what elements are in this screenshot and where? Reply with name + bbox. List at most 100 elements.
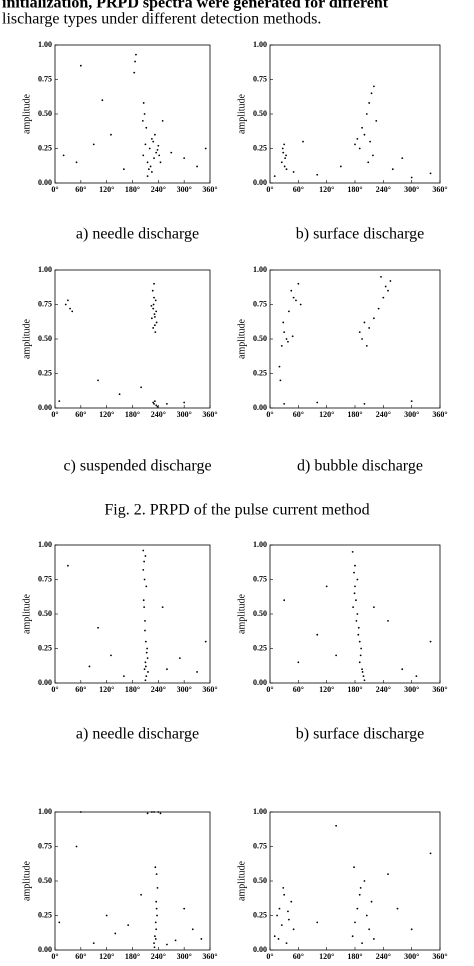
point (67, 299, 69, 302)
point (127, 924, 130, 927)
point (429, 172, 432, 175)
x-tick-label: 120° (99, 685, 114, 694)
point (302, 140, 304, 143)
x-tick-label: 360° (432, 410, 447, 419)
point (429, 852, 432, 855)
point (170, 151, 173, 154)
y-tick-label: 0.00 (38, 945, 52, 954)
point (97, 626, 99, 629)
point (144, 679, 147, 682)
point (153, 296, 155, 299)
point (150, 811, 153, 813)
point (97, 379, 99, 382)
point (283, 331, 286, 333)
point (155, 404, 158, 407)
point (273, 175, 276, 178)
y-tick-label: 0.25 (38, 643, 52, 652)
point (146, 812, 149, 815)
point (283, 599, 286, 602)
x-tick-label: 60° (75, 685, 86, 694)
y-tick-label: 0.50 (253, 109, 267, 118)
y-axis-label: amplitude (21, 318, 32, 359)
point (285, 168, 288, 171)
point (280, 924, 283, 927)
point (410, 176, 413, 179)
point (316, 921, 319, 924)
y-tick-label: 0.75 (253, 841, 267, 850)
point (356, 907, 359, 910)
point (144, 640, 147, 643)
x-tick-label: 240° (376, 410, 391, 419)
point (143, 668, 146, 671)
point (365, 113, 368, 115)
y-tick-label: 0.50 (253, 609, 267, 618)
point (292, 296, 295, 299)
point (155, 907, 158, 910)
point (290, 900, 293, 903)
point (277, 938, 280, 940)
x-tick-label: 120° (319, 952, 334, 961)
point (429, 640, 432, 643)
point (370, 92, 373, 95)
point (142, 599, 145, 602)
y-axis-label: amplitude (236, 93, 247, 134)
y-tick-label: 0.00 (253, 678, 267, 687)
y-tick-label: 0.25 (38, 143, 52, 152)
y-tick-label: 0.00 (38, 178, 52, 187)
x-tick-label: 60° (293, 185, 304, 194)
point (88, 665, 91, 668)
point (75, 161, 78, 164)
y-tick-label: 0.25 (253, 143, 267, 152)
point (401, 157, 404, 160)
y-tick-label: 1.00 (253, 40, 267, 49)
y-tick-label: 0.50 (38, 109, 52, 118)
y-tick-label: 0.75 (38, 74, 52, 83)
point (153, 400, 156, 402)
point (150, 317, 153, 320)
point (351, 935, 354, 938)
point (387, 289, 389, 292)
y-tick-label: 0.75 (253, 299, 267, 308)
point (361, 671, 364, 673)
point (153, 133, 156, 136)
subfigure-caption: c) suspended discharge (63, 458, 211, 475)
point (143, 606, 146, 608)
point (356, 578, 359, 581)
subfigure-caption: a) needle discharge (76, 726, 199, 743)
point (183, 401, 186, 404)
point (353, 571, 355, 574)
x-tick-label: 240° (151, 952, 166, 961)
point (166, 668, 168, 671)
point (145, 126, 148, 129)
point (356, 613, 359, 615)
point (152, 327, 155, 329)
plot-frame (269, 269, 441, 409)
point (155, 321, 158, 324)
point (273, 935, 276, 938)
x-tick-label: 180° (125, 185, 140, 194)
point (316, 401, 319, 404)
point (359, 887, 362, 889)
point (358, 893, 361, 896)
point (156, 148, 159, 151)
point (152, 303, 155, 306)
x-tick-label: 120° (99, 185, 114, 194)
point (358, 147, 361, 150)
y-tick-label: 0.50 (38, 876, 52, 885)
point (200, 938, 203, 940)
point (287, 918, 290, 921)
point (372, 154, 374, 157)
y-axis-label: amplitude (21, 593, 32, 634)
y-tick-label: 0.50 (38, 334, 52, 343)
plot-frame (54, 811, 211, 951)
point (401, 668, 404, 671)
point (356, 137, 359, 140)
x-tick-label: 360° (202, 952, 217, 961)
point (150, 171, 153, 173)
x-tick-label: 0° (51, 410, 58, 419)
x-tick-label: 360° (202, 185, 217, 194)
y-tick-label: 0.75 (253, 74, 267, 83)
point (279, 379, 282, 382)
x-tick-label: 300° (404, 952, 419, 961)
